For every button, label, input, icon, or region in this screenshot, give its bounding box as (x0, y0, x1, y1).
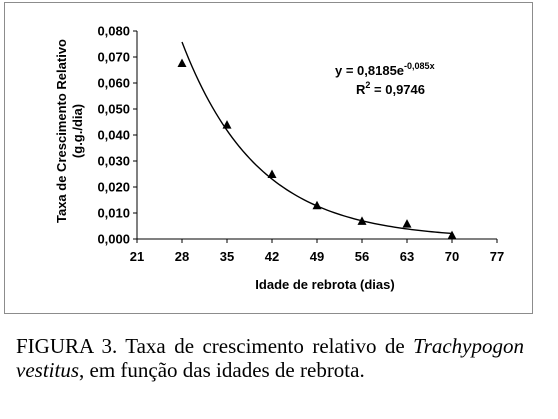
x-axis-title: Idade de rebrota (dias) (255, 277, 394, 292)
y-tick-label: 0,040 (97, 128, 130, 143)
x-tick-label: 21 (130, 249, 144, 264)
x-tick-label: 28 (175, 249, 189, 264)
data-point-marker (267, 169, 277, 179)
x-tick-label: 35 (220, 249, 234, 264)
data-point-marker (402, 219, 412, 228)
chart-svg: 0,000 0,010 0,020 0,030 0,040 0,050 0,060 0,070… (54, 24, 504, 293)
figure-caption: FIGURA 3. Taxa de crescimento relativo d… (16, 334, 524, 382)
y-tick-label: 0,050 (97, 102, 130, 117)
data-point-marker (357, 216, 367, 225)
y-axis-unit: (g.g./dia) (70, 104, 85, 158)
x-tick-label: 42 (265, 249, 279, 264)
data-point-marker (222, 120, 232, 129)
data-point-marker (312, 200, 322, 210)
y-tick-label: 0,030 (97, 154, 130, 169)
y-tick-label: 0,020 (97, 180, 130, 195)
y-tick-label: 0,000 (97, 232, 130, 247)
caption-suffix: , em função das idades de rebrota. (79, 358, 365, 382)
data-points (177, 58, 457, 240)
y-tick-label: 0,060 (97, 76, 130, 91)
y-tick-label: 0,070 (97, 50, 130, 65)
x-tick-label: 70 (445, 249, 459, 264)
x-axis-ticks: 21 28 35 42 49 56 63 70 77 (130, 239, 504, 264)
y-tick-label: 0,010 (97, 206, 130, 221)
x-tick-label: 77 (490, 249, 504, 264)
chart-frame: 0,000 0,010 0,020 0,030 0,040 0,050 0,060 0,070… (4, 2, 533, 314)
x-tick-label: 49 (310, 249, 324, 264)
y-axis-title: Taxa de Crescimento Relativo (54, 39, 69, 223)
data-point-marker (177, 58, 187, 67)
y-axis-ticks: 0,000 0,010 0,020 0,030 0,040 0,050 0,060 0,070… (97, 24, 137, 247)
caption-prefix: FIGURA 3. Taxa de crescimento relativo d… (16, 334, 405, 358)
x-tick-label: 63 (400, 249, 414, 264)
y-tick-label: 0,080 (97, 24, 130, 39)
equation-label: y = 0,8185e-0,085x (335, 61, 435, 78)
r-squared-label: R2 = 0,9746 (356, 80, 425, 97)
data-point-marker (447, 230, 457, 240)
x-tick-label: 56 (355, 249, 369, 264)
caption-species: Trachypogon vestitus (16, 334, 525, 382)
